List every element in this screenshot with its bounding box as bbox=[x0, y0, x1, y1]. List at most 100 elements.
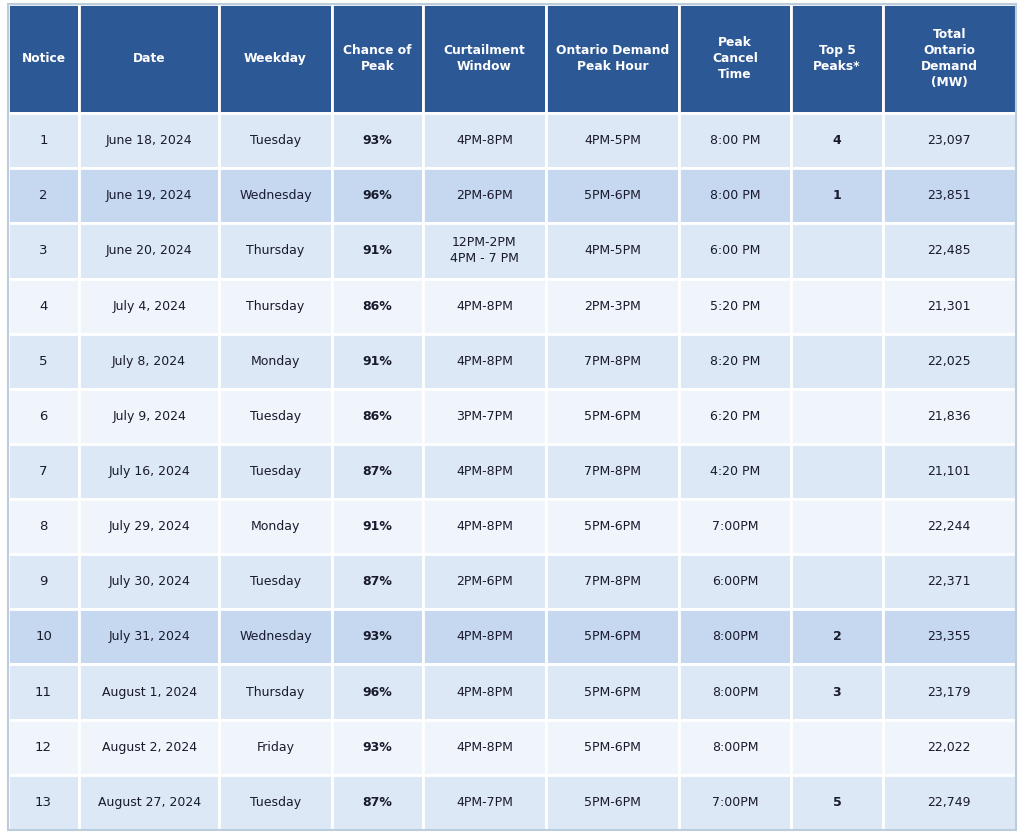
FancyBboxPatch shape bbox=[79, 554, 219, 610]
Text: 23,097: 23,097 bbox=[928, 134, 971, 148]
FancyBboxPatch shape bbox=[8, 334, 79, 389]
FancyBboxPatch shape bbox=[79, 610, 219, 665]
FancyBboxPatch shape bbox=[8, 610, 79, 665]
FancyBboxPatch shape bbox=[79, 113, 219, 168]
FancyBboxPatch shape bbox=[546, 720, 679, 775]
Text: 22,022: 22,022 bbox=[928, 741, 971, 754]
Text: July 29, 2024: July 29, 2024 bbox=[109, 520, 190, 533]
Text: 5PM-6PM: 5PM-6PM bbox=[584, 631, 641, 643]
Text: 8:00PM: 8:00PM bbox=[712, 686, 759, 699]
FancyBboxPatch shape bbox=[883, 554, 1016, 610]
FancyBboxPatch shape bbox=[332, 444, 423, 499]
FancyBboxPatch shape bbox=[79, 665, 219, 720]
Text: 5PM-6PM: 5PM-6PM bbox=[584, 520, 641, 533]
Text: July 8, 2024: July 8, 2024 bbox=[112, 354, 186, 368]
FancyBboxPatch shape bbox=[679, 113, 792, 168]
Text: Weekday: Weekday bbox=[244, 53, 307, 65]
Text: 23,851: 23,851 bbox=[928, 189, 971, 203]
Text: 21,301: 21,301 bbox=[928, 299, 971, 313]
Text: Tuesday: Tuesday bbox=[250, 796, 301, 809]
FancyBboxPatch shape bbox=[423, 499, 546, 554]
FancyBboxPatch shape bbox=[883, 775, 1016, 830]
Text: 22,025: 22,025 bbox=[928, 354, 971, 368]
FancyBboxPatch shape bbox=[8, 554, 79, 610]
FancyBboxPatch shape bbox=[332, 168, 423, 224]
Text: August 1, 2024: August 1, 2024 bbox=[101, 686, 197, 699]
FancyBboxPatch shape bbox=[679, 168, 792, 224]
FancyBboxPatch shape bbox=[792, 168, 883, 224]
Text: 21,836: 21,836 bbox=[928, 409, 971, 423]
FancyBboxPatch shape bbox=[883, 279, 1016, 334]
Text: Notice: Notice bbox=[22, 53, 66, 65]
FancyBboxPatch shape bbox=[546, 168, 679, 224]
Text: 4PM-8PM: 4PM-8PM bbox=[456, 520, 513, 533]
FancyBboxPatch shape bbox=[883, 610, 1016, 665]
FancyBboxPatch shape bbox=[219, 4, 332, 113]
FancyBboxPatch shape bbox=[792, 279, 883, 334]
FancyBboxPatch shape bbox=[219, 224, 332, 279]
FancyBboxPatch shape bbox=[679, 4, 792, 113]
FancyBboxPatch shape bbox=[423, 720, 546, 775]
Text: 93%: 93% bbox=[362, 134, 392, 148]
Text: 5PM-6PM: 5PM-6PM bbox=[584, 409, 641, 423]
Text: Friday: Friday bbox=[256, 741, 295, 754]
Text: 91%: 91% bbox=[362, 354, 392, 368]
Text: Tuesday: Tuesday bbox=[250, 134, 301, 148]
FancyBboxPatch shape bbox=[792, 720, 883, 775]
FancyBboxPatch shape bbox=[679, 279, 792, 334]
Text: 6:20 PM: 6:20 PM bbox=[710, 409, 760, 423]
Text: Chance of
Peak: Chance of Peak bbox=[343, 44, 412, 73]
FancyBboxPatch shape bbox=[219, 610, 332, 665]
FancyBboxPatch shape bbox=[332, 113, 423, 168]
FancyBboxPatch shape bbox=[79, 168, 219, 224]
FancyBboxPatch shape bbox=[332, 4, 423, 113]
Text: Ontario Demand
Peak Hour: Ontario Demand Peak Hour bbox=[556, 44, 669, 73]
FancyBboxPatch shape bbox=[423, 665, 546, 720]
FancyBboxPatch shape bbox=[219, 720, 332, 775]
FancyBboxPatch shape bbox=[679, 665, 792, 720]
FancyBboxPatch shape bbox=[883, 720, 1016, 775]
FancyBboxPatch shape bbox=[423, 554, 546, 610]
FancyBboxPatch shape bbox=[792, 499, 883, 554]
Text: 22,371: 22,371 bbox=[928, 575, 971, 588]
Text: 3PM-7PM: 3PM-7PM bbox=[456, 409, 513, 423]
FancyBboxPatch shape bbox=[219, 444, 332, 499]
FancyBboxPatch shape bbox=[423, 113, 546, 168]
Text: 1: 1 bbox=[39, 134, 48, 148]
FancyBboxPatch shape bbox=[423, 279, 546, 334]
FancyBboxPatch shape bbox=[8, 665, 79, 720]
Text: 5PM-6PM: 5PM-6PM bbox=[584, 189, 641, 203]
Text: 87%: 87% bbox=[362, 465, 392, 478]
Text: 3: 3 bbox=[39, 244, 48, 258]
Text: 7:00PM: 7:00PM bbox=[712, 796, 759, 809]
Text: June 19, 2024: June 19, 2024 bbox=[105, 189, 193, 203]
FancyBboxPatch shape bbox=[219, 775, 332, 830]
FancyBboxPatch shape bbox=[679, 224, 792, 279]
Text: 7: 7 bbox=[39, 465, 48, 478]
Text: 4:20 PM: 4:20 PM bbox=[710, 465, 760, 478]
FancyBboxPatch shape bbox=[546, 224, 679, 279]
Text: 4: 4 bbox=[39, 299, 48, 313]
Text: June 18, 2024: June 18, 2024 bbox=[105, 134, 193, 148]
Text: July 4, 2024: July 4, 2024 bbox=[113, 299, 186, 313]
Text: 86%: 86% bbox=[362, 299, 392, 313]
Text: 9: 9 bbox=[39, 575, 48, 588]
Text: 96%: 96% bbox=[362, 189, 392, 203]
Text: Thursday: Thursday bbox=[247, 244, 304, 258]
FancyBboxPatch shape bbox=[8, 224, 79, 279]
FancyBboxPatch shape bbox=[332, 775, 423, 830]
Text: 22,485: 22,485 bbox=[928, 244, 971, 258]
FancyBboxPatch shape bbox=[8, 720, 79, 775]
Text: 4PM-8PM: 4PM-8PM bbox=[456, 686, 513, 699]
Text: 93%: 93% bbox=[362, 741, 392, 754]
FancyBboxPatch shape bbox=[8, 4, 79, 113]
FancyBboxPatch shape bbox=[8, 113, 79, 168]
Text: 96%: 96% bbox=[362, 686, 392, 699]
Text: 4PM-8PM: 4PM-8PM bbox=[456, 134, 513, 148]
FancyBboxPatch shape bbox=[219, 665, 332, 720]
FancyBboxPatch shape bbox=[546, 334, 679, 389]
Text: 5PM-6PM: 5PM-6PM bbox=[584, 796, 641, 809]
Text: 2PM-3PM: 2PM-3PM bbox=[584, 299, 641, 313]
FancyBboxPatch shape bbox=[546, 444, 679, 499]
Text: 7PM-8PM: 7PM-8PM bbox=[584, 354, 641, 368]
